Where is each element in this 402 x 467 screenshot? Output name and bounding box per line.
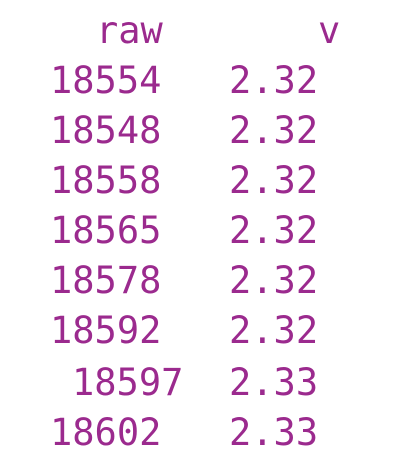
row-5-raw-cell: 18578 [50,259,162,302]
row-8-raw-cell: 18602 [50,411,162,454]
row-1-v-cell: 2.32 [229,59,319,102]
row-2-raw-cell: 18548 [50,109,162,152]
row-3-raw-cell: 18558 [50,159,162,202]
row-8-v-cell: 2.33 [229,411,319,454]
row-1-raw-cell: 18554 [50,59,162,102]
column-header-raw: raw [96,9,163,52]
column-header-v: v [318,9,341,52]
row-6-raw-cell: 18592 [50,309,162,352]
row-3-v-cell: 2.32 [229,159,319,202]
row-5-v-cell: 2.32 [229,259,319,302]
row-4-v-cell: 2.32 [229,209,319,252]
row-2-v-cell: 2.32 [229,109,319,152]
row-7-raw-cell: 18597 [72,361,184,404]
row-7-v-cell: 2.33 [229,361,319,404]
row-4-raw-cell: 18565 [50,209,162,252]
row-6-v-cell: 2.32 [229,309,319,352]
